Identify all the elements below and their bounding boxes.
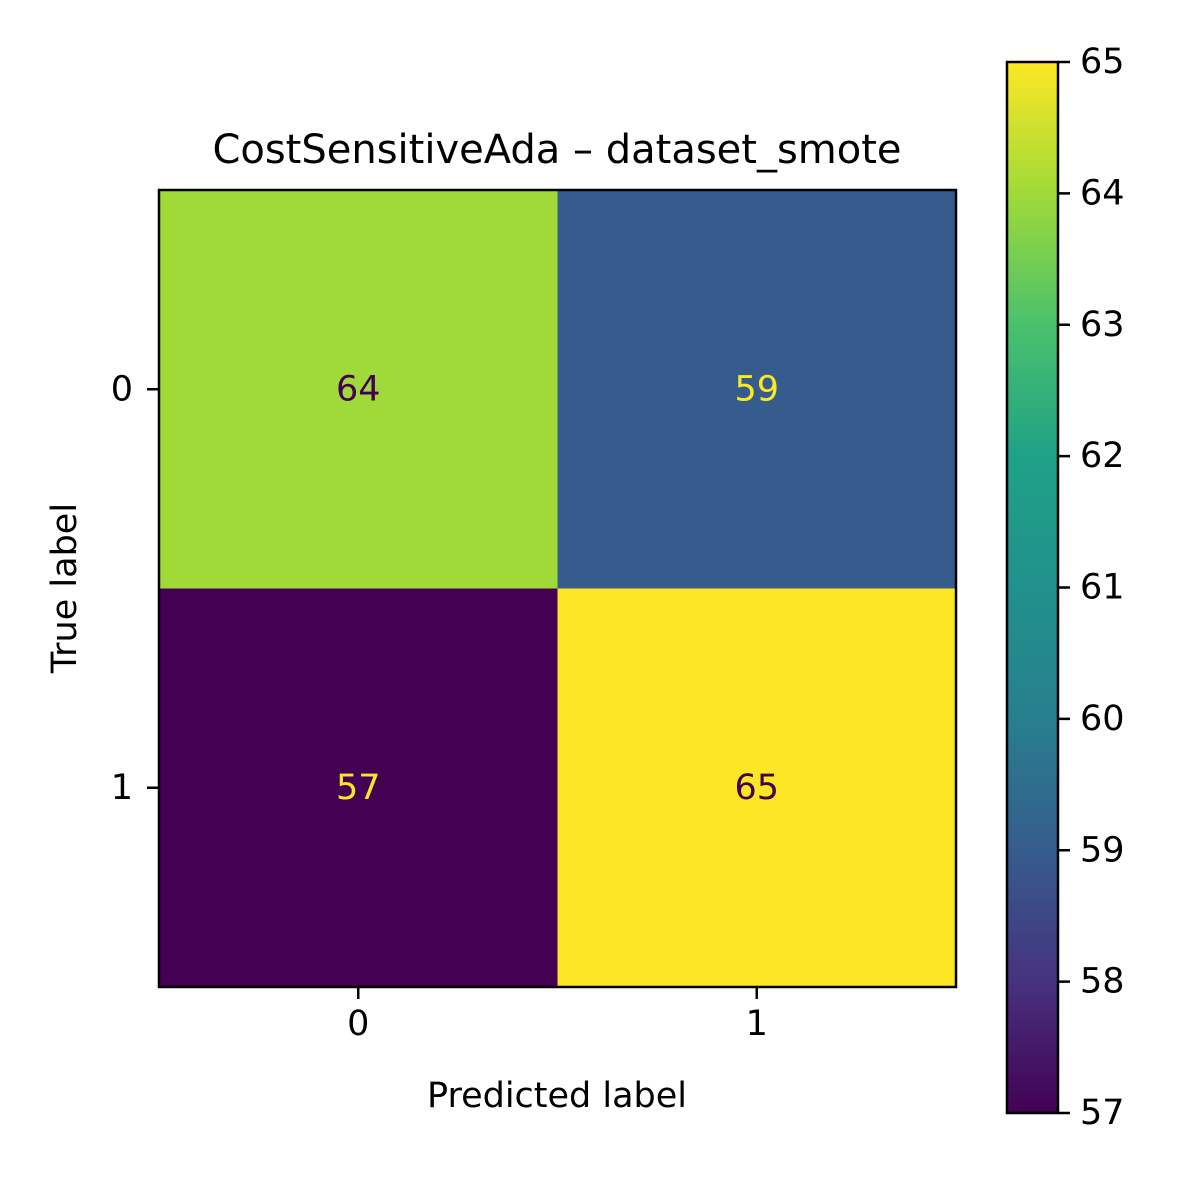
colorbar-tick-label: 59 [1080, 830, 1125, 870]
y-tick-label: 1 [111, 768, 133, 808]
cell-value-label: 65 [734, 768, 779, 808]
colorbar-tick-label: 64 [1080, 173, 1125, 213]
y-axis-ticks: 01 [111, 369, 159, 808]
heatmap-cell [557, 190, 957, 589]
colorbar-tick-label: 58 [1080, 962, 1125, 1002]
colorbar [1005, 60, 1060, 1115]
colorbar-ticks: 57 58 59 60 61 62 63 64 65 [1058, 42, 1125, 1133]
y-axis-label: True label [45, 503, 85, 674]
x-tick-label: 1 [746, 1004, 768, 1044]
x-tick-label: 0 [347, 1004, 369, 1044]
colorbar-tick-label: 65 [1080, 42, 1125, 82]
heatmap-cell [557, 588, 957, 988]
heatmap-cell [159, 190, 558, 589]
chart-title: CostSensitiveAda – dataset_smote [212, 127, 901, 173]
x-axis-label: Predicted label [427, 1076, 687, 1116]
heatmap-cells [159, 190, 957, 988]
cell-value-label: 64 [336, 369, 381, 409]
colorbar-tick-label: 63 [1080, 305, 1125, 345]
heatmap-cell-labels: 64 59 57 65 [336, 369, 779, 808]
y-tick-label: 0 [111, 369, 133, 409]
colorbar-tick-label: 62 [1080, 436, 1125, 476]
cell-value-label: 57 [336, 768, 381, 808]
heatmap-cell [159, 588, 558, 988]
cell-value-label: 59 [734, 369, 779, 409]
colorbar-tick-label: 61 [1080, 568, 1125, 608]
colorbar-tick-label: 57 [1080, 1093, 1125, 1133]
plot-frame [157, 188, 958, 989]
colorbar-tick-label: 60 [1080, 699, 1125, 739]
